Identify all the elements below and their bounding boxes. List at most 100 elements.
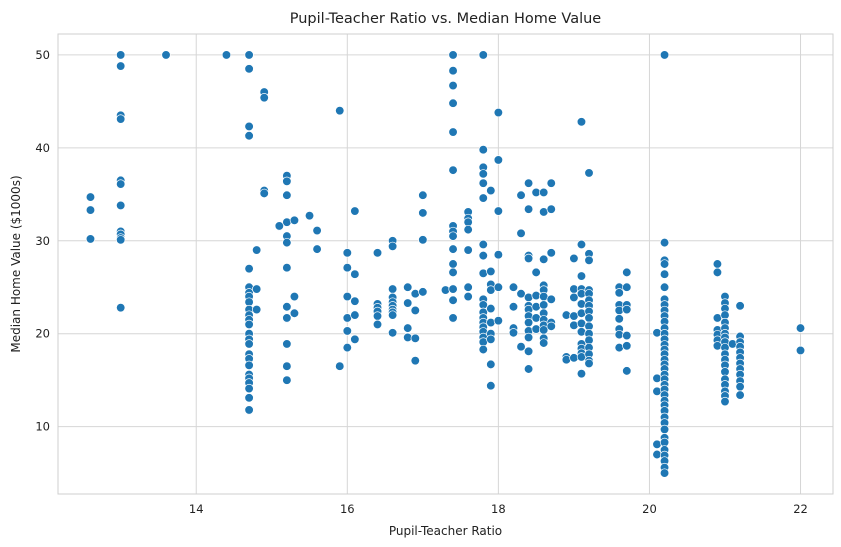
data-point [493, 206, 504, 216]
data-point [508, 302, 519, 312]
data-point [448, 80, 458, 91]
data-point [116, 61, 126, 71]
data-point [576, 239, 587, 250]
data-point [508, 282, 519, 292]
y-axis-label: Median Home Value ($1000s) [9, 175, 23, 352]
data-point [244, 131, 254, 141]
data-point [448, 231, 458, 241]
data-point [387, 328, 398, 338]
data-point [116, 303, 126, 313]
data-point [448, 267, 458, 278]
data-point [516, 228, 526, 238]
data-point [523, 253, 534, 264]
data-point [523, 292, 534, 303]
data-point [463, 282, 473, 292]
data-point [312, 244, 322, 254]
data-point [342, 342, 352, 353]
data-point [486, 266, 496, 277]
data-point [410, 289, 420, 299]
data-point [478, 344, 488, 355]
data-point [350, 334, 360, 344]
data-point [448, 127, 458, 137]
data-point [282, 263, 292, 273]
data-point [795, 323, 806, 333]
data-point [478, 178, 488, 188]
data-point [244, 121, 254, 132]
data-point [523, 364, 534, 374]
data-point [221, 50, 232, 60]
data-point [304, 211, 315, 221]
y-tick-label: 50 [35, 48, 50, 62]
data-point [350, 310, 360, 320]
data-point [478, 169, 488, 179]
data-point [516, 342, 526, 352]
data-point [252, 284, 262, 294]
chart-title: Pupil-Teacher Ratio vs. Median Home Valu… [290, 11, 602, 27]
data-point [342, 263, 352, 273]
data-point [252, 245, 262, 255]
data-point [463, 291, 473, 302]
data-point [486, 185, 496, 196]
data-point [289, 308, 300, 318]
data-point [659, 259, 670, 269]
data-point [576, 369, 587, 379]
data-point [282, 176, 292, 186]
data-point [486, 359, 496, 370]
data-point [508, 328, 519, 338]
data-point [387, 310, 398, 320]
data-point [372, 319, 383, 330]
data-point [659, 282, 670, 292]
data-point [493, 155, 504, 165]
data-point [418, 190, 428, 200]
data-point [448, 313, 458, 323]
data-point [539, 254, 549, 265]
data-point [493, 282, 504, 292]
data-point [259, 93, 269, 103]
data-point [448, 50, 458, 60]
data-point [659, 424, 670, 435]
data-point [448, 259, 458, 269]
data-point [486, 334, 496, 344]
data-point [244, 50, 254, 60]
data-point [712, 259, 723, 269]
data-point [463, 245, 473, 255]
data-point [659, 237, 670, 248]
data-point [546, 248, 556, 258]
data-point [282, 361, 292, 371]
data-point [244, 405, 254, 415]
data-point [448, 66, 458, 76]
data-point [350, 269, 360, 279]
data-point [546, 294, 556, 304]
data-point [335, 361, 345, 371]
x-tick-label: 22 [793, 502, 808, 516]
data-point [584, 358, 594, 369]
data-point [622, 304, 632, 315]
data-point [448, 295, 458, 305]
data-point [523, 204, 534, 214]
data-point [531, 302, 541, 312]
data-point [486, 317, 496, 328]
data-point [516, 289, 526, 299]
data-point [523, 317, 534, 328]
data-point [576, 271, 587, 281]
y-tick-labels: 10 20 30 40 50 [35, 48, 50, 434]
y-tick-label: 30 [35, 234, 50, 248]
data-point [584, 313, 594, 323]
data-point [244, 393, 254, 403]
data-point [614, 314, 624, 324]
data-point [350, 296, 360, 306]
x-axis-label: Pupil-Teacher Ratio [389, 524, 502, 538]
data-point [418, 287, 428, 297]
data-point [85, 205, 96, 215]
data-point [161, 50, 171, 60]
data-point [622, 267, 632, 278]
data-point [735, 390, 745, 400]
data-point [584, 168, 594, 178]
data-point [561, 355, 572, 365]
x-tick-label: 14 [189, 502, 204, 516]
data-point [516, 190, 526, 200]
data-point [259, 188, 269, 199]
data-point [282, 339, 292, 349]
data-point [622, 330, 632, 341]
